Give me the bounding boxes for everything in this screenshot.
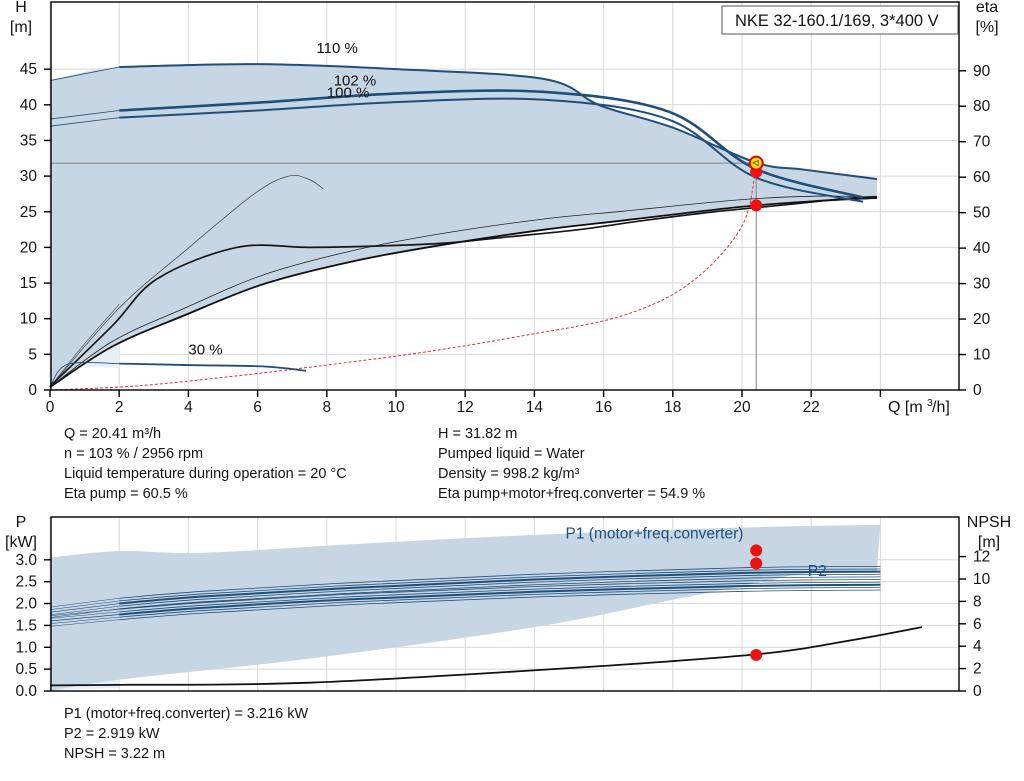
svg-text:NKE 32-160.1/169, 3*400 V: NKE 32-160.1/169, 3*400 V xyxy=(735,12,939,30)
svg-text:14: 14 xyxy=(526,399,544,416)
svg-text:H: H xyxy=(15,0,27,16)
svg-text:2: 2 xyxy=(973,661,982,678)
svg-text:110 %: 110 % xyxy=(316,40,357,57)
svg-text:10: 10 xyxy=(973,571,991,588)
svg-text:0.5: 0.5 xyxy=(15,661,37,678)
svg-text:30 %: 30 % xyxy=(188,341,222,358)
svg-text:5: 5 xyxy=(28,346,37,363)
svg-text:/h]: /h] xyxy=(932,399,950,416)
svg-text:12: 12 xyxy=(457,399,474,416)
svg-text:Q [m: Q [m xyxy=(888,399,923,416)
svg-text:P1 (motor+freq.converter): P1 (motor+freq.converter) xyxy=(566,525,744,542)
svg-text:10: 10 xyxy=(20,311,38,328)
svg-text:20: 20 xyxy=(20,239,38,256)
svg-text:18: 18 xyxy=(664,399,681,416)
svg-text:0: 0 xyxy=(46,399,55,416)
svg-text:60: 60 xyxy=(973,169,991,186)
svg-text:100 %: 100 % xyxy=(327,85,370,102)
svg-text:90: 90 xyxy=(973,63,991,80)
svg-text:70: 70 xyxy=(973,134,991,151)
svg-text:22: 22 xyxy=(803,399,820,416)
svg-text:2.0: 2.0 xyxy=(15,596,37,613)
svg-text:1.5: 1.5 xyxy=(15,617,37,634)
svg-text:16: 16 xyxy=(595,399,612,416)
svg-text:4: 4 xyxy=(184,399,193,416)
svg-text:6: 6 xyxy=(253,399,262,416)
svg-text:35: 35 xyxy=(20,132,37,149)
svg-text:10: 10 xyxy=(973,347,991,364)
svg-text:12: 12 xyxy=(973,549,990,566)
svg-text:[m]: [m] xyxy=(978,534,1000,551)
svg-text:2.5: 2.5 xyxy=(15,574,37,591)
svg-text:4: 4 xyxy=(973,638,982,655)
svg-text:80: 80 xyxy=(973,98,991,115)
svg-text:2: 2 xyxy=(115,399,124,416)
svg-text:50: 50 xyxy=(973,205,991,222)
svg-text:25: 25 xyxy=(20,204,37,221)
svg-text:0: 0 xyxy=(28,382,37,399)
svg-text:6: 6 xyxy=(973,616,982,633)
svg-text:3.0: 3.0 xyxy=(15,552,37,569)
svg-text:[kW]: [kW] xyxy=(5,534,37,551)
svg-text:45: 45 xyxy=(20,61,37,78)
svg-text:1.0: 1.0 xyxy=(15,639,37,656)
svg-text:40: 40 xyxy=(20,97,38,114)
svg-text:0.0: 0.0 xyxy=(15,683,37,700)
svg-text:10: 10 xyxy=(387,399,405,416)
svg-text:P: P xyxy=(16,514,27,531)
svg-text:[m]: [m] xyxy=(10,19,32,36)
svg-text:20: 20 xyxy=(973,311,991,328)
svg-text:8: 8 xyxy=(973,593,982,610)
svg-text:30: 30 xyxy=(20,168,38,185)
svg-text:40: 40 xyxy=(973,240,991,257)
svg-text:P2: P2 xyxy=(808,563,827,580)
svg-text:eta: eta xyxy=(976,0,998,16)
svg-text:0: 0 xyxy=(973,683,982,700)
svg-text:15: 15 xyxy=(20,275,37,292)
svg-text:30: 30 xyxy=(973,276,991,293)
svg-text:0: 0 xyxy=(973,382,982,399)
svg-text:8: 8 xyxy=(322,399,331,416)
svg-text:20: 20 xyxy=(733,399,751,416)
svg-text:[%]: [%] xyxy=(975,19,998,36)
svg-text:NPSH: NPSH xyxy=(967,514,1011,531)
